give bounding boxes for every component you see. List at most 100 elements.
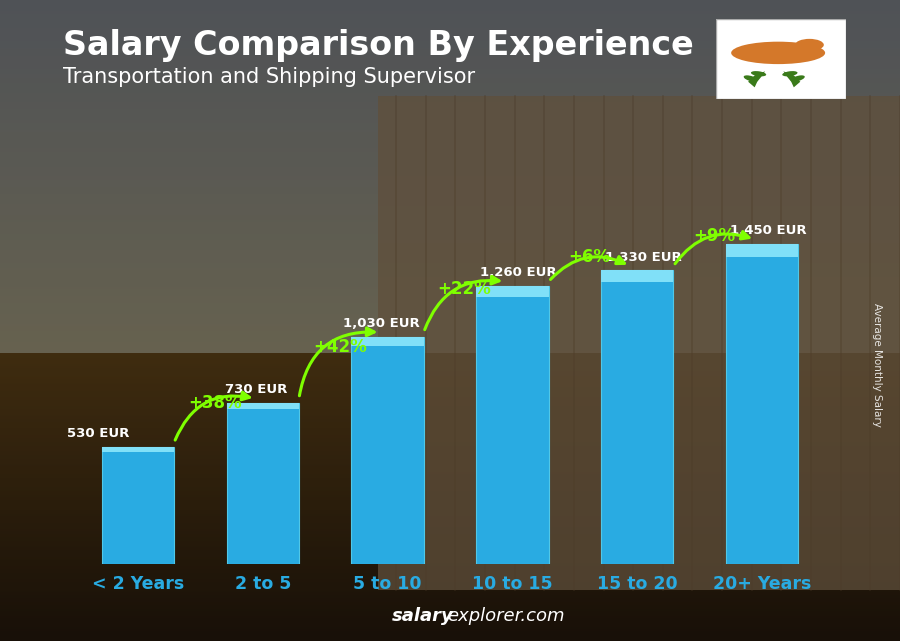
Bar: [0, 310, 900, 312]
Bar: [0, 583, 900, 585]
Bar: [0, 303, 900, 305]
Bar: [0, 527, 900, 528]
Bar: [0, 153, 900, 155]
Text: 530 EUR: 530 EUR: [67, 428, 129, 440]
Bar: [0, 12, 900, 14]
Bar: [0, 226, 900, 228]
Bar: [0, 254, 900, 256]
Bar: [0, 315, 900, 317]
Bar: [0, 233, 900, 235]
Bar: [0, 604, 900, 605]
Bar: [0, 151, 900, 153]
Bar: [0, 613, 900, 615]
Bar: [0, 63, 900, 65]
Text: salary: salary: [392, 607, 454, 625]
Bar: [0, 409, 900, 410]
Bar: [0, 167, 900, 169]
Bar: [0, 601, 900, 602]
Bar: [0, 625, 900, 626]
Bar: [0, 88, 900, 90]
Bar: [0, 287, 900, 289]
Bar: [0, 381, 900, 383]
Bar: [0, 559, 900, 560]
Bar: [0, 440, 900, 442]
Bar: [0, 250, 900, 252]
Bar: [0, 54, 900, 56]
Bar: [0, 333, 900, 335]
Text: Transportation and Shipping Supervisor: Transportation and Shipping Supervisor: [63, 67, 475, 87]
Bar: [0, 65, 900, 67]
Bar: [0, 410, 900, 412]
Bar: [0, 565, 900, 566]
Text: +9%: +9%: [693, 227, 735, 245]
Bar: [0, 178, 900, 179]
Bar: [0, 87, 900, 88]
Bar: [0, 243, 900, 245]
Bar: [0, 328, 900, 329]
Bar: [0, 485, 900, 487]
Bar: [0, 404, 900, 406]
Bar: [0, 7, 900, 9]
Bar: [0, 406, 900, 408]
Bar: [0, 578, 900, 579]
Bar: [0, 322, 900, 324]
Bar: [0, 629, 900, 631]
Bar: [0, 408, 900, 409]
Bar: [0, 624, 900, 625]
Bar: [0, 95, 900, 97]
Text: 730 EUR: 730 EUR: [225, 383, 288, 396]
Bar: [0, 424, 900, 426]
Bar: [0, 494, 900, 495]
Bar: [0, 273, 900, 275]
Bar: [0, 137, 900, 139]
Bar: [0, 498, 900, 500]
Bar: [0, 487, 900, 488]
Bar: [0, 231, 900, 233]
Bar: [0, 37, 900, 38]
Bar: [0, 292, 900, 294]
Bar: [0, 546, 900, 547]
Bar: [0, 280, 900, 282]
Bar: [0, 635, 900, 637]
Bar: [0, 30, 900, 31]
Bar: [0, 497, 900, 498]
Bar: [0, 301, 900, 303]
Bar: [0, 132, 900, 134]
Bar: [0, 277, 900, 278]
Bar: [0, 120, 900, 122]
Bar: [0, 500, 900, 501]
Bar: [0, 563, 900, 565]
Bar: [0, 542, 900, 543]
Ellipse shape: [791, 76, 805, 81]
Bar: [102, 447, 174, 564]
Bar: [0, 439, 900, 440]
Bar: [0, 242, 900, 244]
Bar: [0, 467, 900, 468]
Bar: [0, 123, 900, 125]
Bar: [0, 363, 900, 364]
Bar: [0, 224, 900, 226]
Bar: [0, 256, 900, 257]
Bar: [0, 579, 900, 581]
Bar: [0, 266, 900, 268]
Bar: [0, 557, 900, 559]
Bar: [0, 353, 900, 354]
Bar: [0, 31, 900, 33]
Bar: [0, 360, 900, 362]
Bar: [0, 543, 900, 544]
Text: Average Monthly Salary: Average Monthly Salary: [872, 303, 883, 428]
Bar: [0, 432, 900, 433]
Bar: [0, 268, 900, 270]
Bar: [0, 528, 900, 530]
Bar: [0, 551, 900, 553]
Bar: [0, 115, 900, 117]
Bar: [0, 144, 900, 146]
Bar: [0, 235, 900, 237]
Bar: [227, 403, 299, 410]
Bar: [0, 537, 900, 538]
Bar: [0, 26, 900, 28]
Bar: [0, 35, 900, 37]
Bar: [0, 278, 900, 280]
Bar: [0, 2, 900, 4]
Bar: [0, 592, 900, 594]
